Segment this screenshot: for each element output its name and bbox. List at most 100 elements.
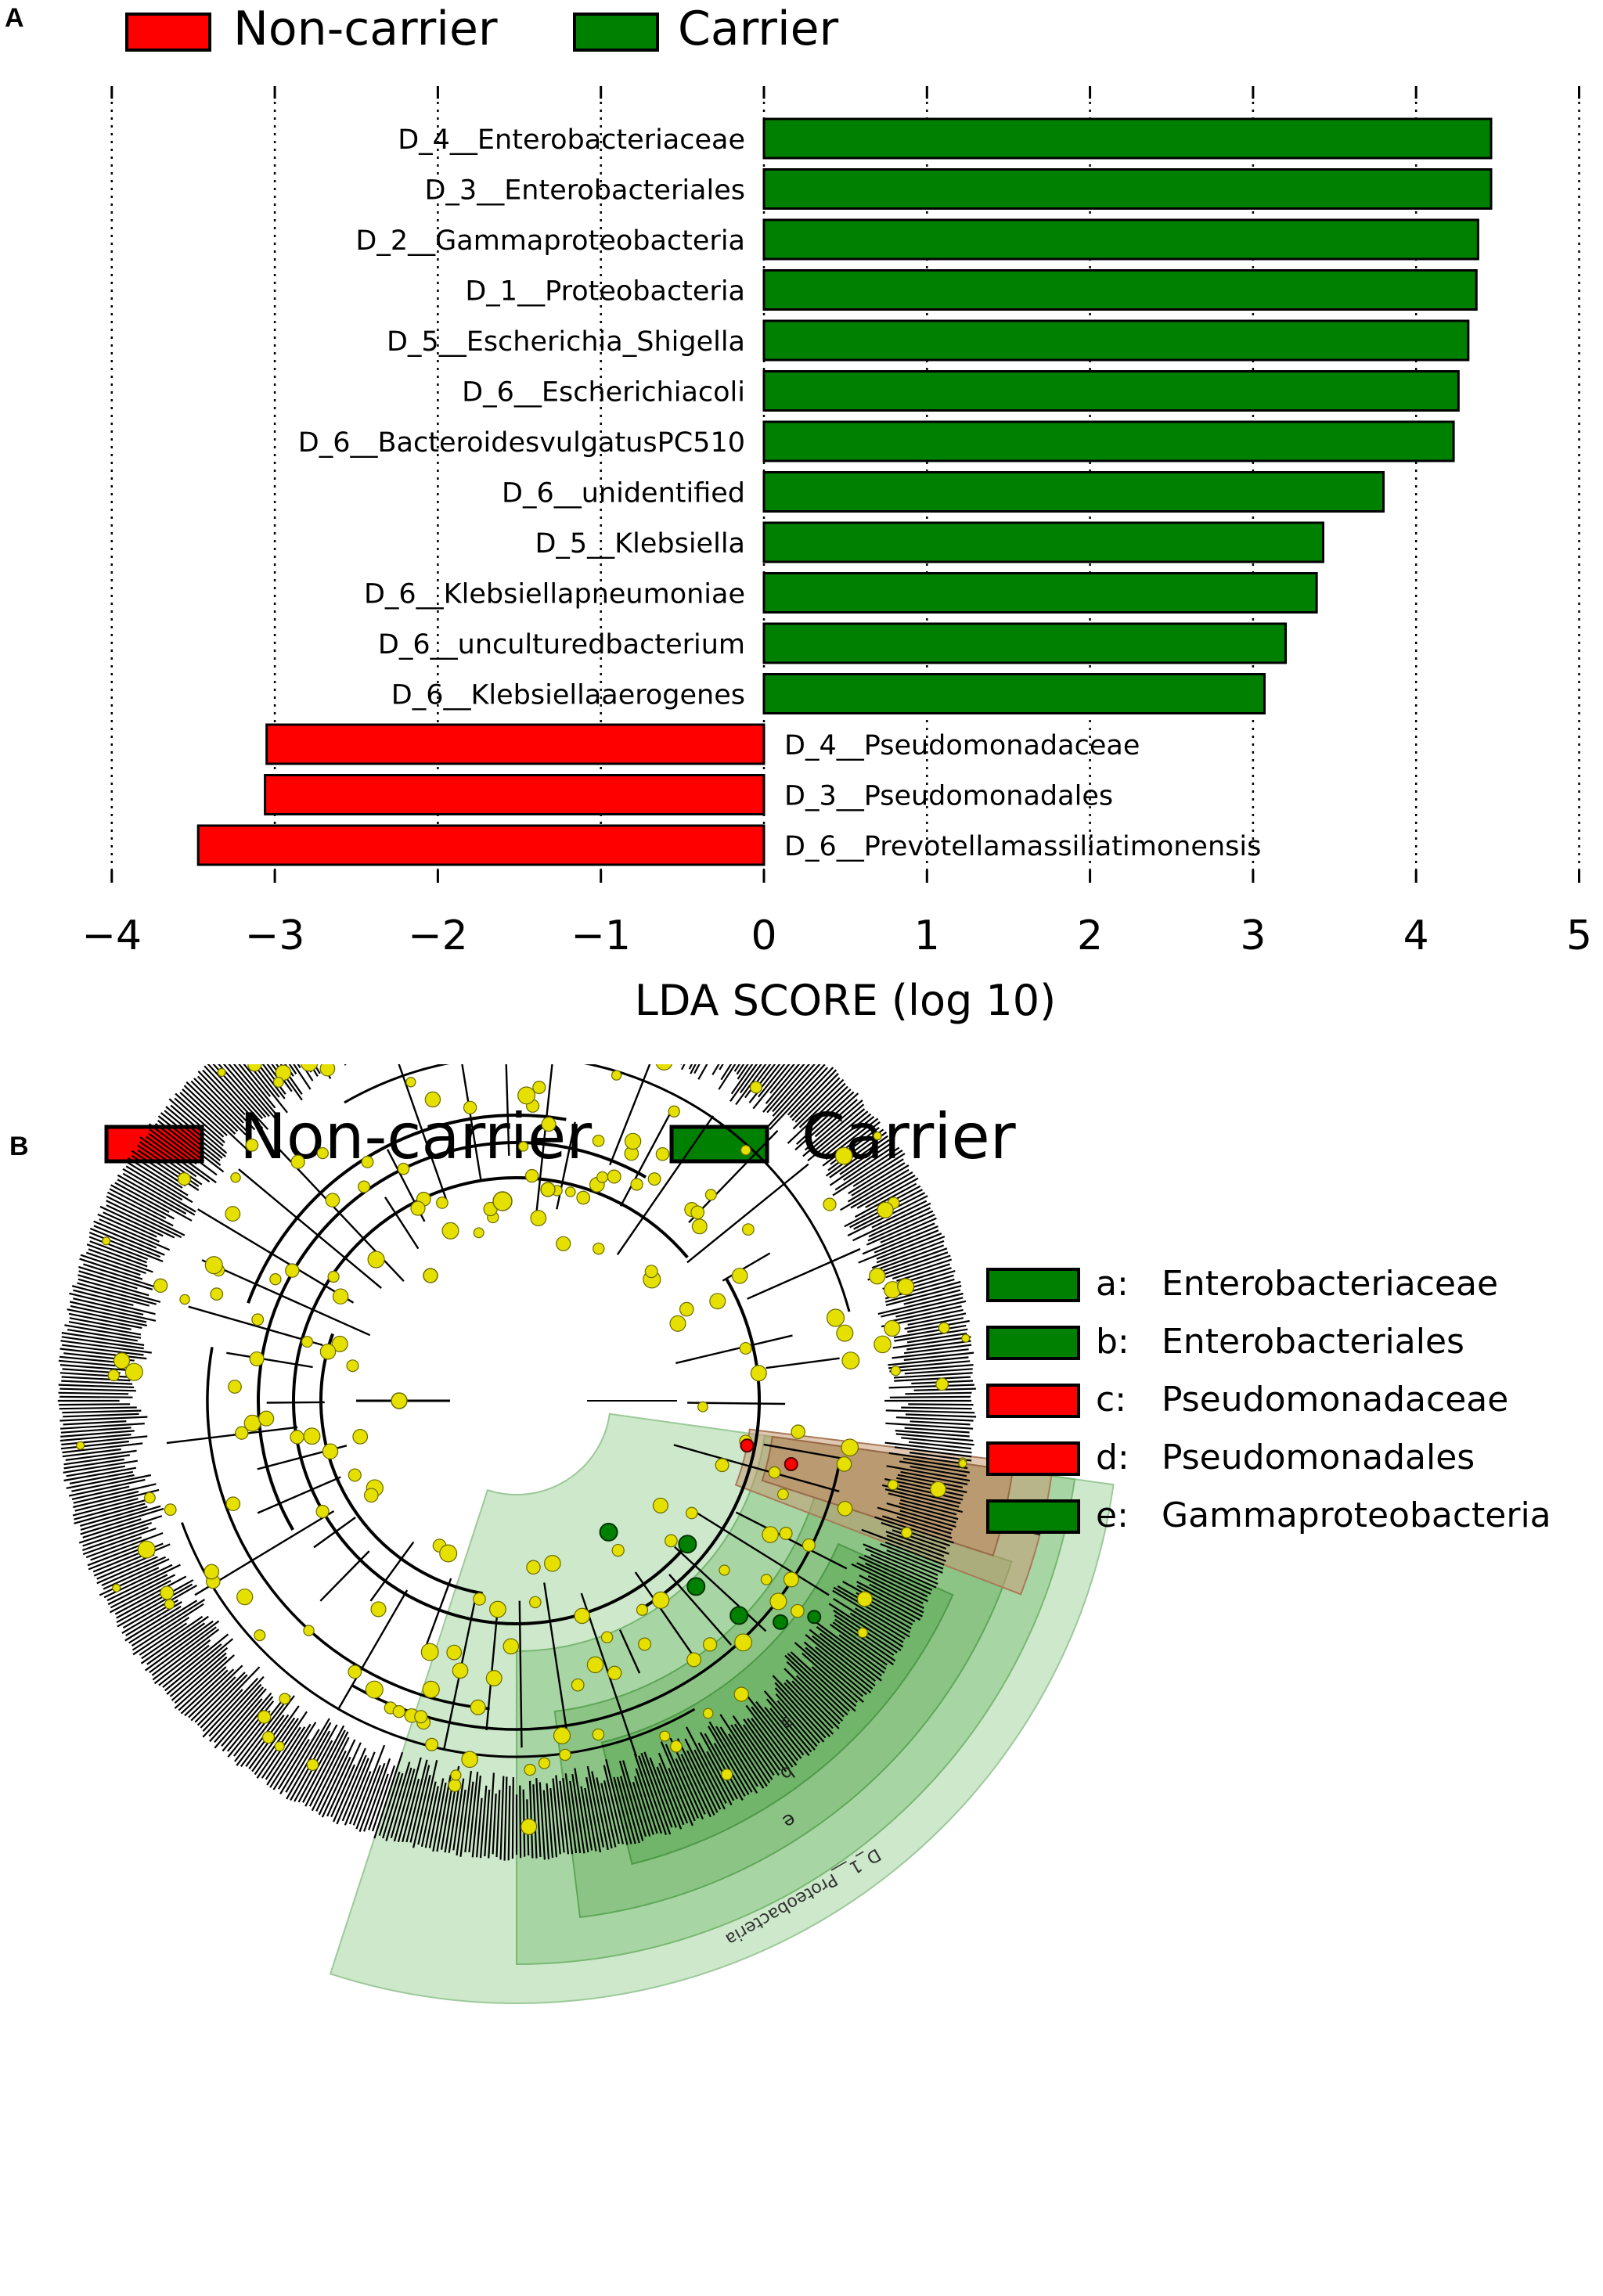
cladogram-node <box>269 1273 282 1286</box>
cladogram-node <box>592 1134 605 1147</box>
bar <box>196 824 765 866</box>
cladogram-node <box>160 1585 175 1600</box>
cladogram: Non-carrier Carrier abecdD_1__Proteobact… <box>57 1064 1551 2004</box>
panel-a: A Non-carrier Carrier D_4__Enterobacteri… <box>0 0 1603 1064</box>
x-tick-label: 2 <box>1077 912 1103 959</box>
cladogram-node <box>529 1596 542 1609</box>
clade-key-swatch <box>986 1384 1080 1418</box>
cladogram-node <box>665 1534 678 1548</box>
cladogram-node <box>325 1193 340 1208</box>
cladogram-node <box>769 1592 787 1610</box>
cladogram-node <box>327 1270 340 1283</box>
cladogram-node <box>243 1414 261 1432</box>
cladogram-node <box>179 1294 190 1305</box>
cladogram-node <box>556 1236 571 1251</box>
cladogram-node <box>319 1343 337 1360</box>
cladogram-node <box>644 1265 658 1279</box>
bar <box>762 622 1288 664</box>
cladogram-branch-arc <box>319 1333 483 1596</box>
cladogram-node <box>272 1076 284 1088</box>
cladogram-node <box>530 1210 547 1227</box>
cladogram-node <box>611 1543 625 1557</box>
cladogram-node <box>553 1726 571 1744</box>
cladogram-node <box>392 1704 406 1718</box>
cladogram-node <box>836 1456 852 1472</box>
cladogram-node <box>348 1664 362 1679</box>
cladogram-node <box>258 1410 275 1427</box>
x-tick-label: 4 <box>1403 912 1429 959</box>
cladogram-node <box>303 1427 321 1445</box>
cladogram-node <box>503 1638 520 1655</box>
cladogram-node <box>315 1504 330 1519</box>
cladogram-node <box>524 1763 536 1776</box>
cladogram-node <box>225 1496 241 1512</box>
significant-node-non-carrier <box>783 1456 798 1471</box>
cladogram-node <box>448 1779 462 1792</box>
cladogram-node <box>143 1492 156 1504</box>
bar <box>762 168 1493 210</box>
cladogram-node <box>450 1769 462 1781</box>
cladogram-node <box>254 1629 266 1642</box>
lda-bar-chart: Non-carrier Carrier D_4__Enterobacteriac… <box>81 2 1592 1025</box>
cladogram-node <box>358 1180 370 1193</box>
cladogram-node <box>958 1459 967 1468</box>
significant-node-carrier <box>599 1522 618 1542</box>
clade-key-swatch <box>986 1268 1080 1302</box>
significant-node-carrier <box>678 1535 697 1554</box>
cladogram-node <box>887 1479 899 1491</box>
clade-key-letter: d: <box>1096 1438 1129 1477</box>
cladogram-node <box>611 1070 622 1081</box>
significant-node-carrier <box>807 1610 822 1625</box>
clade-key-letter: a: <box>1096 1264 1129 1304</box>
cladogram-node <box>332 1288 349 1305</box>
cladogram-node <box>303 1625 315 1636</box>
clade-key-name: Enterobacteriales <box>1162 1322 1464 1362</box>
clade-key-swatch <box>986 1441 1080 1476</box>
sector-a <box>600 1542 954 1866</box>
cladogram-node <box>564 1186 576 1197</box>
x-tick-label: −2 <box>408 912 468 959</box>
bar <box>762 117 1493 160</box>
cladogram-node <box>559 1748 571 1762</box>
x-tick-label: −1 <box>571 912 631 959</box>
cladogram-node <box>740 1145 751 1156</box>
cladogram-node <box>261 1731 276 1744</box>
cladogram-node <box>721 1768 733 1781</box>
cladogram-node <box>544 1555 561 1572</box>
cladogram-node <box>473 1227 485 1239</box>
bar <box>762 319 1470 362</box>
cladogram-node <box>652 1591 670 1609</box>
cladogram-node <box>524 1168 539 1183</box>
cladogram-node <box>834 1146 853 1165</box>
bar <box>762 471 1385 513</box>
cladogram-node <box>225 1206 241 1222</box>
cladogram-branch-arc <box>206 1347 490 1711</box>
cladogram-node <box>102 1236 111 1246</box>
bar <box>762 370 1460 412</box>
cladogram-node <box>521 1818 538 1835</box>
clade-key-name: Pseudomonadaceae <box>1162 1380 1508 1420</box>
cladogram-node <box>779 1527 793 1540</box>
bar <box>762 218 1479 261</box>
clade-key-name: Enterobacteriaceae <box>1162 1264 1498 1304</box>
bar-label: D_6__unidentified <box>502 478 745 509</box>
cladogram-node <box>441 1222 459 1240</box>
cladogram-node <box>113 1352 131 1369</box>
cladogram-node <box>319 1064 336 1077</box>
cladogram-node <box>702 1708 714 1719</box>
cladogram-node <box>600 1631 614 1643</box>
cladogram-node <box>709 1293 726 1310</box>
cladogram-node <box>686 1652 702 1668</box>
bar-label: D_3__Pseudomonadales <box>784 781 1113 812</box>
cladogram-node <box>647 1172 661 1186</box>
cladogram-node <box>365 1680 384 1699</box>
bar-label: D_1__Proteobacteria <box>465 276 745 308</box>
cladogram-node <box>897 1278 915 1296</box>
cladogram-node <box>841 1438 859 1457</box>
cladogram-node <box>285 1263 300 1278</box>
cladogram-node <box>230 1171 241 1183</box>
cladogram-node <box>410 1200 426 1216</box>
cladogram-node <box>517 1086 536 1105</box>
cladogram-node <box>679 1301 694 1317</box>
bar-label: D_3__Enterobacteriales <box>424 175 745 207</box>
